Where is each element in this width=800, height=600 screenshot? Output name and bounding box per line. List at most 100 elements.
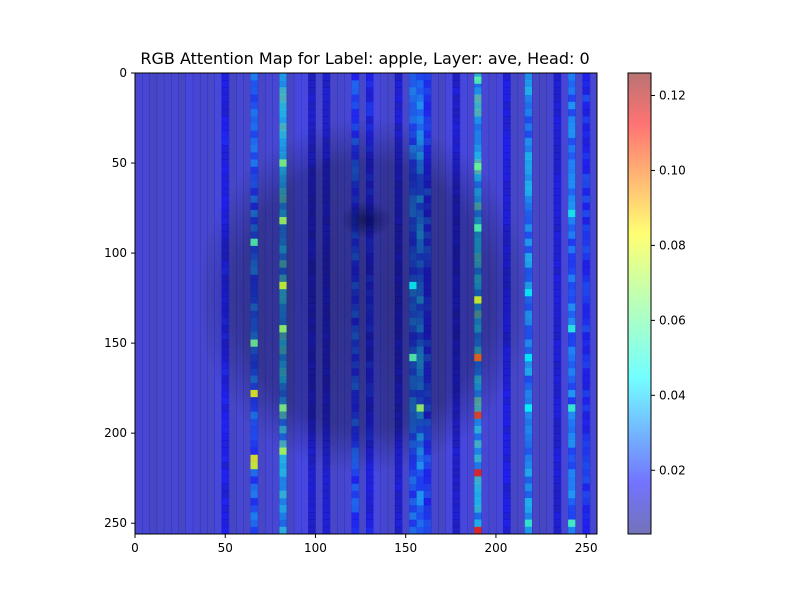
attention-cell: [221, 418, 229, 427]
attention-cell: [503, 94, 511, 103]
attention-cell: [416, 519, 424, 528]
attention-cell: [553, 505, 561, 513]
background-stripe: [135, 73, 143, 534]
background-stripe: [560, 73, 569, 534]
background-stripe: [149, 73, 158, 534]
attention-cell: [221, 526, 229, 534]
attention-cell: [221, 94, 229, 103]
attention-cell: [503, 116, 511, 124]
attention-cell: [553, 353, 561, 362]
attention-cell: [568, 130, 576, 139]
attention-cell: [568, 281, 576, 290]
attention-cell: [221, 73, 229, 81]
attention-cell: [524, 152, 533, 160]
x-axis-ticks: 0 50 100 150 200 250: [131, 534, 598, 555]
attention-cell: [568, 332, 576, 340]
attention-cell: [423, 123, 431, 132]
attention-cell: [582, 469, 590, 477]
attention-hotspot: [250, 461, 258, 470]
attention-cell: [366, 476, 374, 484]
attention-cell: [582, 497, 590, 506]
attention-cell: [568, 425, 576, 434]
attention-cell: [524, 166, 533, 175]
attention-cell: [221, 519, 229, 528]
attention-cell: [568, 317, 576, 326]
attention-cell: [524, 195, 533, 204]
attention-cell: [279, 87, 287, 96]
attention-cell: [279, 483, 287, 492]
attention-cell: [452, 512, 460, 520]
attention-cell: [582, 389, 590, 398]
attention-cell: [582, 73, 590, 81]
attention-cell: [568, 382, 576, 391]
attention-cell: [322, 505, 330, 513]
attention-cell: [553, 289, 561, 297]
attention-cell: [568, 289, 576, 297]
attention-cell: [250, 145, 258, 153]
attention-cell: [250, 447, 258, 456]
attention-cell: [279, 526, 287, 534]
attention-cell: [409, 94, 417, 103]
attention-cell: [250, 94, 258, 103]
attention-cell: [582, 145, 590, 153]
attention-hotspot: [250, 389, 258, 398]
attention-cell: [279, 80, 287, 88]
attention-cell: [221, 483, 229, 492]
attention-cell: [582, 260, 590, 268]
attention-cell: [524, 361, 533, 369]
attention-cell: [503, 195, 511, 204]
attention-cell: [568, 245, 576, 254]
attention-cell: [452, 130, 460, 139]
attention-cell: [503, 152, 511, 160]
attention-cell: [582, 130, 590, 139]
attention-cell: [250, 505, 258, 513]
attention-cell: [582, 123, 590, 132]
attention-cell: [503, 454, 511, 463]
attention-cell: [221, 425, 229, 434]
attention-cell: [568, 173, 576, 182]
attention-cell: [582, 217, 590, 225]
attention-cell: [553, 526, 561, 534]
attention-cell: [474, 123, 482, 132]
attention-cell: [553, 181, 561, 189]
attention-cell: [416, 526, 424, 534]
attention-cell: [524, 418, 533, 427]
attention-cell: [416, 101, 424, 110]
attention-cell: [503, 418, 511, 427]
attention-cell: [322, 526, 330, 534]
attention-cell: [524, 497, 533, 506]
attention-cell: [568, 123, 576, 132]
colorbar: [628, 73, 651, 534]
attention-column: [582, 73, 590, 534]
attention-cell: [221, 490, 229, 499]
attention-cell: [568, 159, 576, 168]
attention-cell: [423, 519, 431, 528]
attention-hotspot: [250, 454, 258, 462]
attention-cell: [503, 173, 511, 182]
attention-cell: [351, 490, 359, 499]
attention-cell: [568, 94, 576, 103]
attention-cell: [221, 505, 229, 513]
attention-cell: [582, 310, 590, 319]
attention-cell: [553, 411, 561, 420]
y-tick-label: 150: [104, 336, 127, 350]
attention-cell: [524, 123, 533, 132]
attention-cell: [409, 505, 417, 513]
attention-hotspot: [524, 289, 533, 297]
colorbar-ticks: 0.02 0.04 0.06 0.08 0.10 0.12: [651, 88, 686, 477]
attention-cell: [250, 483, 258, 492]
attention-cell: [568, 490, 576, 499]
y-tick-label: 250: [104, 516, 127, 530]
attention-cell: [474, 454, 482, 463]
y-tick-label: 0: [119, 66, 127, 80]
attention-cell: [568, 166, 576, 175]
attention-cell: [366, 512, 374, 520]
background-stripe: [589, 73, 597, 534]
attention-cell: [553, 375, 561, 384]
attention-cell: [423, 505, 431, 513]
attention-cell: [524, 447, 533, 456]
attention-cell: [524, 73, 533, 81]
attention-cell: [568, 145, 576, 153]
attention-cell: [474, 116, 482, 124]
attention-cell: [582, 253, 590, 261]
